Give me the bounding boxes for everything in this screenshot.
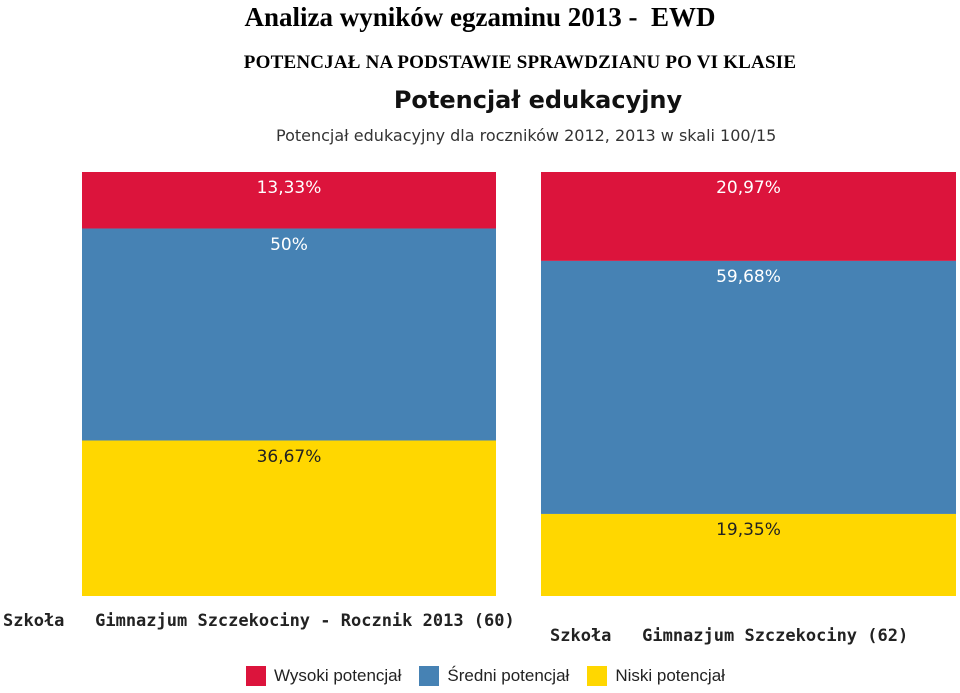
legend-swatch-low [587, 666, 608, 686]
page-subtitle: POTENCJAŁ NA PODSTAWIE SPRAWDZIANU PO VI… [243, 52, 797, 73]
bar-segment-medium-2 [541, 260, 956, 514]
bar-segment-low-1 [82, 440, 496, 596]
page-title: Analiza wyników egzaminu 2013 - EWD [244, 2, 716, 32]
chart-title: Potencjał edukacyjny [393, 86, 683, 114]
legend-label-medium: Średni potencjał [447, 666, 570, 685]
legend-item-medium: Średni potencjał [419, 666, 569, 686]
legend-item-high: Wysoki potencjał [246, 666, 401, 686]
bar-segment-high-1 [82, 172, 496, 229]
bar-segment-low-2 [541, 513, 956, 596]
data-label-high-2: 20,97% [716, 178, 781, 198]
data-label-low-1: 36,67% [256, 446, 322, 467]
category-label-1: Szkoła Gimnazjum Szczekociny - Rocznik 2… [3, 611, 515, 631]
legend-label-high: Wysoki potencjał [274, 666, 402, 685]
chart-subtitle: Potencjał edukacyjny dla roczników 2012,… [276, 126, 777, 145]
data-label-high-1: 13,33% [256, 178, 322, 198]
legend-swatch-high [246, 666, 266, 686]
bar-segment-medium-1 [82, 228, 496, 441]
data-label-medium-1: 50% [270, 234, 308, 255]
bar-segment-high-2 [541, 172, 956, 261]
category-label-2: Szkoła Gimnazjum Szczekociny (62) [550, 626, 909, 646]
legend-label-low: Niski potencjał [615, 666, 725, 685]
legend-swatch-medium [419, 666, 440, 686]
chart-legend: Wysoki potencjał Średni potencjał Niski … [246, 666, 743, 686]
data-label-medium-2: 59,68% [716, 266, 781, 287]
data-label-low-2: 19,35% [716, 519, 781, 540]
legend-item-low: Niski potencjał [587, 666, 725, 686]
